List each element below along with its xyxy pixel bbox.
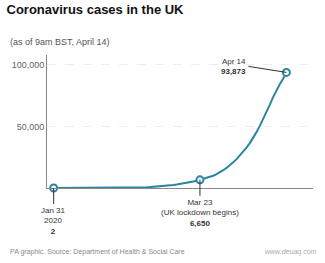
svg-text:Apr 1493,873: Apr 1493,873 bbox=[221, 57, 246, 76]
svg-text:50,000: 50,000 bbox=[17, 122, 45, 132]
svg-text:www.deuaq.com: www.deuaq.com bbox=[265, 248, 317, 256]
svg-text:Coronavirus cases in the UK: Coronavirus cases in the UK bbox=[7, 2, 185, 17]
svg-text:(as of 9am BST, April 14): (as of 9am BST, April 14) bbox=[10, 37, 110, 47]
svg-text:Jan 3120202: Jan 3120202 bbox=[41, 206, 66, 236]
svg-text:Mar 23(UK lockdown begins)6,65: Mar 23(UK lockdown begins)6,650 bbox=[161, 198, 239, 228]
svg-text:100,000: 100,000 bbox=[12, 60, 45, 70]
svg-text:PA graphic. Source: Department: PA graphic. Source: Department of Health… bbox=[10, 248, 185, 256]
